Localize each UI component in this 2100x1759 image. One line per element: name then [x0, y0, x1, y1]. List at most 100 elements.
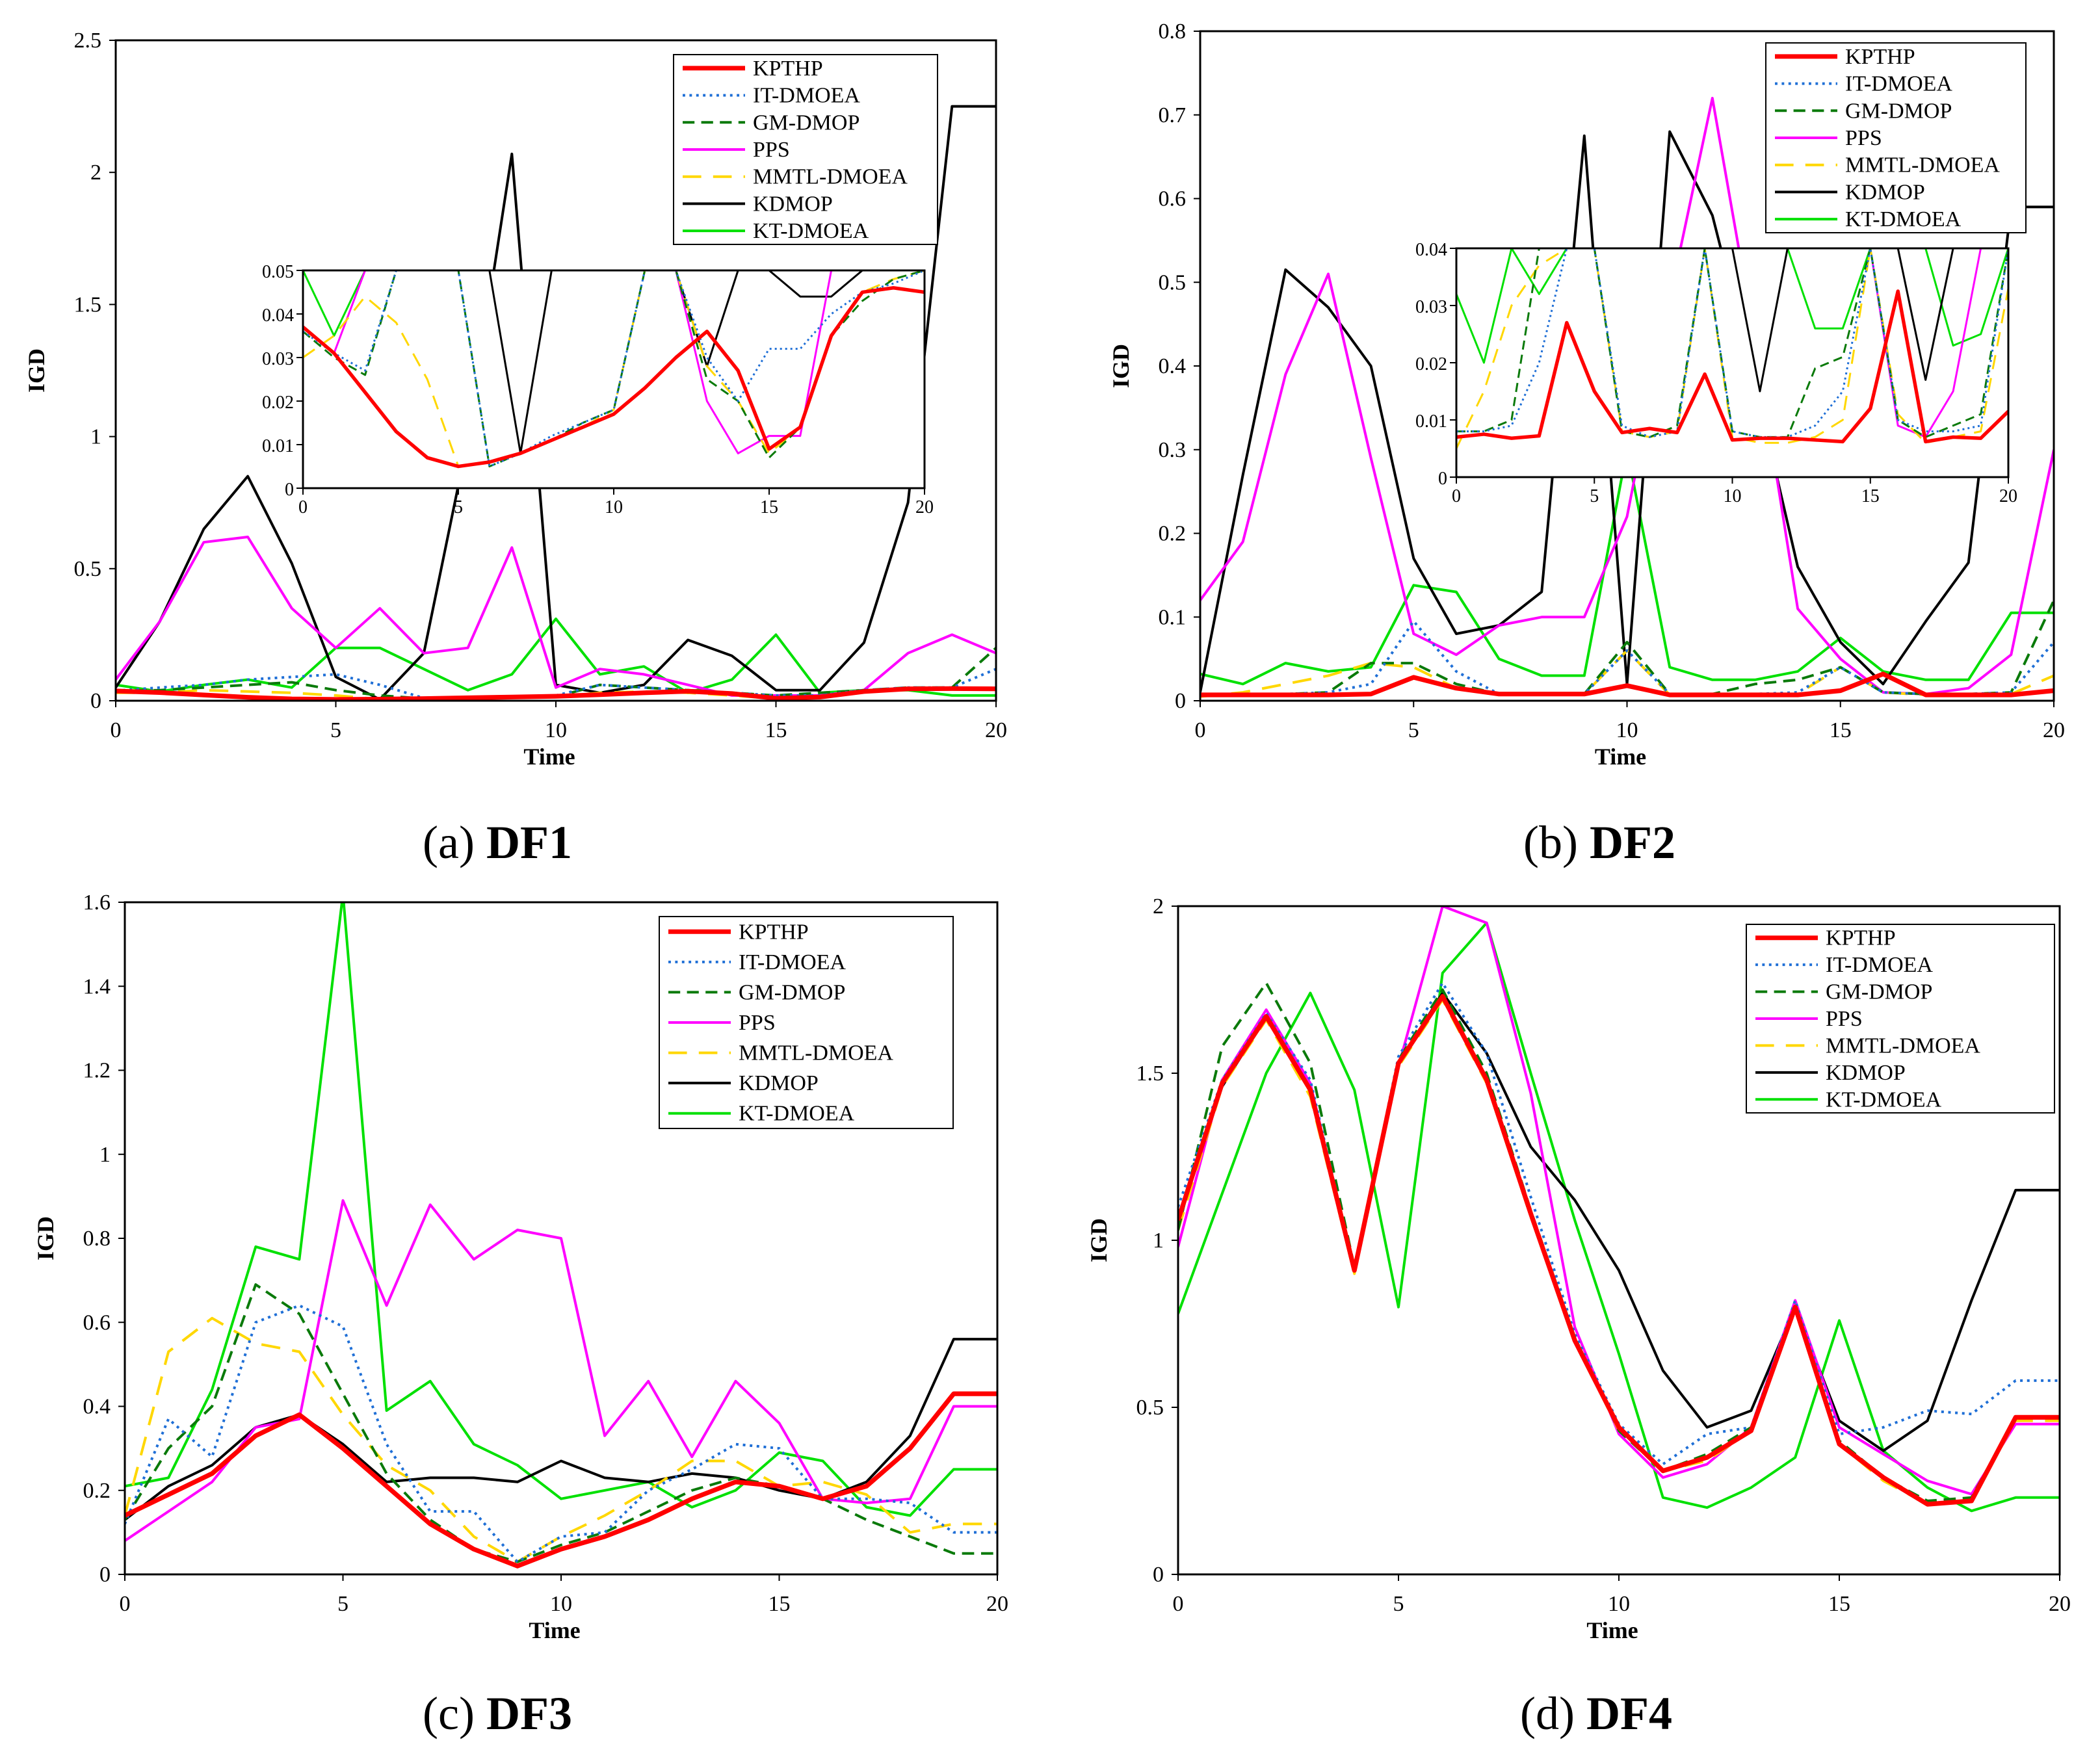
y-tick-label: 0.6	[83, 1310, 111, 1335]
inset-y-tick-label: 0.04	[1415, 240, 1447, 260]
inset-y-tick-label: 0.02	[262, 393, 294, 413]
caption-label: (a)	[423, 816, 486, 868]
caption-label: (d)	[1520, 1687, 1586, 1739]
y-tick-label: 0	[1153, 1563, 1164, 1587]
inset-y-tick-label: 0	[1438, 469, 1447, 489]
y-tick-label: 0.5	[1159, 270, 1187, 294]
x-tick-label: 5	[330, 718, 341, 742]
y-tick-label: 0.2	[83, 1479, 111, 1503]
x-axis-label: Time	[1595, 744, 1646, 770]
y-axis-label: IGD	[33, 1216, 59, 1260]
y-tick-label: 0.3	[1159, 438, 1187, 462]
inset-x-tick-label: 20	[1999, 486, 2017, 506]
inset-y-tick-label: 0	[285, 480, 294, 500]
y-tick-label: 2	[1153, 894, 1164, 919]
caption-label: (b)	[1523, 816, 1590, 868]
legend-label-pps: PPS	[1826, 1007, 1863, 1031]
x-tick-label: 20	[2043, 718, 2065, 742]
inset-x-tick-label: 0	[1452, 486, 1461, 506]
series-line-kpthp	[1200, 671, 2054, 697]
y-tick-label: 0.2	[1159, 522, 1187, 546]
inset-y-tick-label: 0.01	[262, 436, 294, 456]
y-axis-label: IGD	[23, 348, 49, 393]
y-axis-label: IGD	[1108, 344, 1134, 388]
x-tick-label: 20	[2049, 1592, 2071, 1616]
legend-label-pps: PPS	[1845, 126, 1882, 150]
inset-y-tick-label: 0.02	[1415, 354, 1447, 374]
panel-caption: (c) DF3	[423, 1687, 572, 1739]
legend-label-it-dmoea: IT-DMOEA	[753, 84, 860, 108]
legend-label-kdmop: KDMOP	[739, 1071, 819, 1095]
legend-label-gm-dmop: GM-DMOP	[739, 980, 845, 1004]
legend-label-pps: PPS	[739, 1011, 776, 1035]
x-tick-label: 0	[1195, 718, 1206, 742]
series-line-kpthp	[125, 1391, 997, 1569]
x-tick-label: 20	[986, 1592, 1008, 1616]
series-line-mmtl-dmoea	[125, 1316, 997, 1563]
inset-x-tick-label: 10	[1724, 486, 1742, 506]
caption-label: (c)	[423, 1687, 486, 1739]
x-axis-label: Time	[1586, 1617, 1638, 1643]
y-tick-label: 0.7	[1159, 103, 1187, 127]
inset-x-tick-label: 10	[605, 497, 623, 517]
legend-label-gm-dmop: GM-DMOP	[753, 111, 860, 135]
series-line-kdmop	[125, 1338, 997, 1521]
series-lines	[116, 105, 996, 701]
inset-y-tick-label: 0.04	[262, 306, 294, 326]
series-line-kpthp	[1178, 994, 2060, 1507]
y-tick-label: 1.5	[1136, 1062, 1164, 1086]
y-tick-label: 1.2	[83, 1059, 111, 1083]
legend-label-it-dmoea: IT-DMOEA	[739, 950, 846, 974]
legend-label-mmtl-dmoea: MMTL-DMOEA	[753, 165, 908, 189]
x-tick-label: 10	[1616, 718, 1638, 742]
legend: KPTHP IT-DMOEA GM-DMOP PPS MMTL-DMOEA KDMOP KT…	[659, 916, 954, 1129]
caption-name: DF2	[1590, 816, 1675, 868]
y-tick-label: 0	[1175, 689, 1186, 713]
series-line-kpthp	[116, 686, 996, 701]
legend-label-gm-dmop: GM-DMOP	[1845, 99, 1952, 123]
chart-panel-df2: 0 5 10 15 20 0 0.1 0.2 0.3 0.4 0.5 0.6 0.7 0.8 Time IGD…	[1108, 20, 2065, 868]
x-tick-label: 15	[1828, 1592, 1850, 1616]
y-tick-label: 0	[90, 689, 101, 713]
panel-caption: (b) DF2	[1523, 816, 1675, 868]
legend-label-kdmop: KDMOP	[1845, 180, 1925, 204]
y-tick-label: 0.6	[1159, 187, 1187, 211]
legend-label-kt-dmoea: KT-DMOEA	[1826, 1088, 1942, 1112]
caption-name: DF1	[486, 816, 572, 868]
series-line-kt-dmoea	[1178, 921, 2060, 1513]
legend-label-pps: PPS	[753, 138, 790, 162]
y-tick-label: 1.5	[74, 293, 102, 317]
series-lines	[125, 902, 997, 1569]
series-lines	[1200, 97, 2054, 698]
legend-label-kdmop: KDMOP	[753, 192, 833, 216]
series-line-gm-dmop	[1200, 599, 2054, 696]
x-tick-label: 5	[337, 1592, 348, 1616]
legend-label-mmtl-dmoea: MMTL-DMOEA	[1845, 153, 2000, 177]
x-tick-label: 0	[1173, 1592, 1184, 1616]
y-tick-label: 1	[1153, 1229, 1164, 1253]
inset-y-tick-label: 0.05	[262, 262, 294, 282]
x-axis-label: Time	[529, 1617, 580, 1643]
legend-label-kt-dmoea: KT-DMOEA	[1845, 207, 1962, 231]
x-tick-label: 20	[985, 718, 1007, 742]
y-tick-label: 1.6	[83, 891, 111, 915]
panel-caption: (a) DF1	[423, 816, 572, 868]
legend-label-it-dmoea: IT-DMOEA	[1826, 953, 1933, 977]
series-line-it-dmoea	[1200, 619, 2054, 696]
legend: KPTHP IT-DMOEA GM-DMOP PPS MMTL-DMOEA KDMOP KT…	[1765, 42, 2027, 233]
y-tick-label: 2.5	[74, 29, 102, 53]
y-tick-label: 0.1	[1159, 605, 1187, 629]
legend: KPTHP IT-DMOEA GM-DMOP PPS MMTL-DMOEA KDMOP KT…	[1746, 924, 2055, 1114]
y-tick-label: 0.5	[1136, 1396, 1164, 1420]
legend: KPTHP IT-DMOEA GM-DMOP PPS MMTL-DMOEA KDMOP KT…	[673, 54, 938, 245]
series-line-gm-dmop	[125, 1283, 997, 1563]
x-tick-label: 15	[765, 718, 787, 742]
x-axis-label: Time	[523, 744, 575, 770]
inset-chart: 0 5 10 15 20 0 0.01 0.02 0.03 0.04 0.05	[262, 262, 934, 517]
y-tick-label: 0.8	[83, 1227, 111, 1251]
inset-x-tick-label: 5	[454, 497, 463, 517]
legend-label-kdmop: KDMOP	[1826, 1061, 1906, 1085]
y-tick-label: 0.4	[1159, 354, 1187, 378]
y-tick-label: 2	[90, 161, 101, 185]
